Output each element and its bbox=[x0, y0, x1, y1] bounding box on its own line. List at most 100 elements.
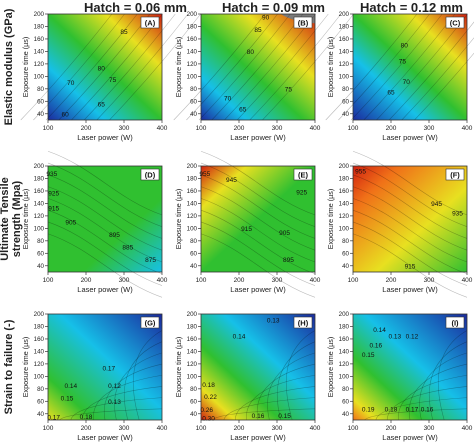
contour-line bbox=[234, 386, 316, 421]
contour-value-label: 0.14 bbox=[64, 383, 77, 390]
x-tick-label: 300 bbox=[424, 125, 435, 132]
contour-line bbox=[109, 13, 201, 121]
contour-line bbox=[419, 352, 468, 421]
contour-line bbox=[83, 13, 176, 121]
contour-value-label: 895 bbox=[283, 257, 294, 264]
y-tick-label: 120 bbox=[339, 213, 350, 220]
contour-line bbox=[350, 13, 443, 121]
contour-line bbox=[20, 13, 113, 121]
contour-fill bbox=[201, 166, 315, 272]
contour-line bbox=[249, 13, 342, 121]
contour-line bbox=[47, 150, 163, 216]
contour-line bbox=[277, 341, 316, 421]
contour-line bbox=[364, 408, 468, 421]
y-axis-label: Exposure time (µs) bbox=[326, 337, 335, 397]
y-tick-label: 140 bbox=[187, 201, 198, 208]
contour-value-label: 0.13 bbox=[108, 399, 121, 406]
contour-value-label: 75 bbox=[109, 77, 117, 84]
contour-value-label: 935 bbox=[46, 171, 57, 178]
contour-line bbox=[262, 13, 354, 121]
x-tick-label: 200 bbox=[81, 425, 92, 432]
panel-label-box bbox=[445, 168, 465, 181]
contour-value-label: 0.18 bbox=[202, 382, 215, 389]
contour-line bbox=[408, 363, 468, 421]
contour-value-label: 0.17 bbox=[102, 366, 115, 373]
x-tick-label: 100 bbox=[43, 125, 54, 132]
x-tick-label: 300 bbox=[119, 425, 130, 432]
contour-value-label: 80 bbox=[98, 66, 106, 73]
row-title: Strain to failure (-) bbox=[3, 319, 15, 414]
contour-value-label: 85 bbox=[254, 27, 262, 34]
y-tick-label: 160 bbox=[34, 336, 45, 343]
contour-value-label: 925 bbox=[48, 190, 59, 197]
contour-value-label: 955 bbox=[199, 171, 210, 178]
column-title-hatch-012: Hatch = 0.12 mm bbox=[360, 0, 463, 15]
panel-label-box bbox=[140, 168, 160, 181]
contour-line bbox=[200, 221, 316, 286]
x-tick-label: 100 bbox=[196, 125, 207, 132]
contour-line bbox=[47, 186, 163, 251]
y-tick-label: 60 bbox=[190, 250, 197, 257]
contour-value-label: 0.14 bbox=[233, 333, 246, 340]
contour-value-label: 70 bbox=[403, 79, 411, 86]
contour-value-label: 0.12 bbox=[108, 383, 121, 390]
panel-label: (G) bbox=[145, 319, 156, 328]
y-tick-label: 160 bbox=[339, 36, 350, 43]
y-tick-label: 40 bbox=[342, 111, 349, 118]
x-axis-label: Laser power (W) bbox=[77, 433, 133, 442]
y-axis-label: Exposure time (µs) bbox=[326, 189, 335, 249]
contour-value-label: 70 bbox=[67, 80, 75, 87]
panel-label-box bbox=[140, 16, 160, 29]
contour-line bbox=[388, 21, 474, 121]
contour-fill bbox=[353, 14, 467, 120]
contour-value-label: 0.16 bbox=[252, 413, 265, 420]
y-tick-label: 160 bbox=[339, 188, 350, 195]
x-axis-label: Laser power (W) bbox=[382, 285, 438, 294]
contour-value-label: 0.17 bbox=[406, 406, 419, 413]
contour-line bbox=[47, 221, 163, 286]
contour-line bbox=[200, 233, 316, 298]
x-axis-label: Laser power (W) bbox=[230, 433, 286, 442]
plot-frame bbox=[352, 13, 468, 121]
y-tick-label: 40 bbox=[190, 263, 197, 270]
contour-line bbox=[246, 374, 316, 421]
x-tick-label: 400 bbox=[157, 425, 168, 432]
contour-line bbox=[256, 363, 316, 421]
plot-frame bbox=[47, 165, 163, 273]
panel-label-box bbox=[445, 16, 465, 29]
y-tick-label: 40 bbox=[342, 263, 349, 270]
contour-value-label: 0.18 bbox=[80, 414, 93, 421]
contour-line bbox=[352, 174, 468, 239]
y-tick-label: 60 bbox=[190, 98, 197, 105]
x-tick-label: 300 bbox=[272, 425, 283, 432]
y-tick-label: 180 bbox=[339, 176, 350, 183]
y-tick-label: 100 bbox=[34, 226, 45, 233]
contour-line bbox=[401, 37, 474, 121]
y-tick-label: 180 bbox=[34, 324, 45, 331]
contour-value-label: 0.15 bbox=[362, 352, 375, 359]
contour-value-label: 0.13 bbox=[388, 333, 401, 340]
column-title-hatch-006: Hatch = 0.06 mm bbox=[84, 0, 187, 15]
y-tick-label: 80 bbox=[37, 86, 44, 93]
plot-frame bbox=[352, 165, 468, 273]
y-tick-label: 60 bbox=[37, 398, 44, 405]
y-tick-label: 160 bbox=[34, 188, 45, 195]
x-tick-label: 400 bbox=[310, 125, 321, 132]
contour-value-label: 0.16 bbox=[369, 343, 382, 350]
x-tick-label: 400 bbox=[157, 277, 168, 284]
y-tick-label: 60 bbox=[37, 250, 44, 257]
contour-line bbox=[45, 13, 138, 121]
contour-line bbox=[352, 198, 468, 263]
contour-line bbox=[223, 397, 316, 421]
contour-value-label: 85 bbox=[120, 29, 128, 36]
x-axis-label: Laser power (W) bbox=[77, 285, 133, 294]
contour-value-label: 915 bbox=[405, 263, 416, 270]
x-tick-label: 100 bbox=[348, 277, 359, 284]
panel-label-box bbox=[293, 16, 313, 29]
contour-value-label: 885 bbox=[122, 245, 133, 252]
panel-label: (I) bbox=[451, 319, 459, 328]
contour-line bbox=[267, 352, 316, 421]
contour-panel-c: (C) 80 75 70 65 100 200 300 400 40 60 80 100 120 140 16… bbox=[325, 11, 474, 142]
